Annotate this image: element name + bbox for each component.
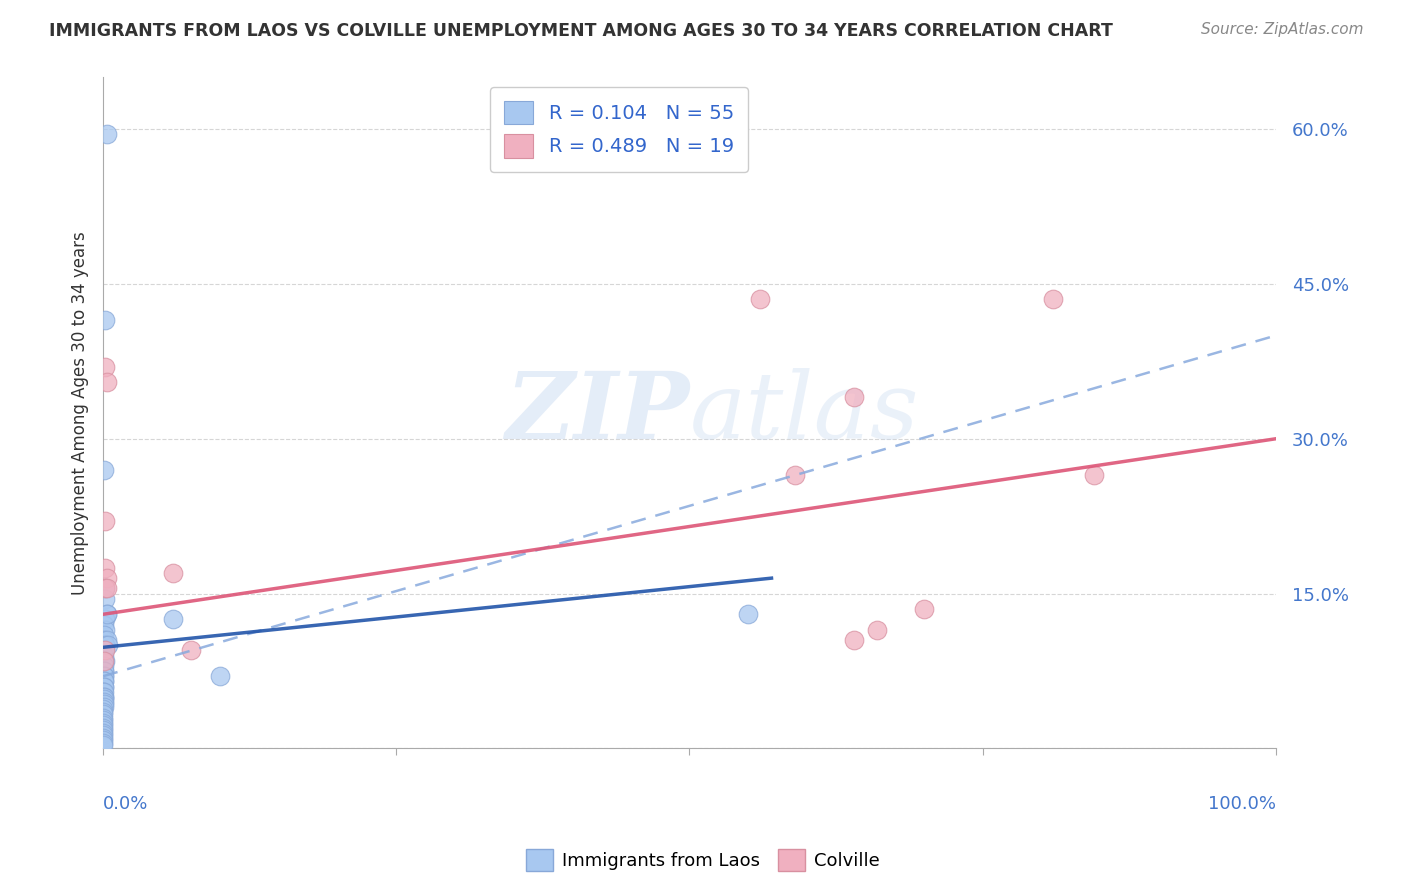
Point: [94, 612, 117, 626]
Point: [748, 293, 770, 307]
Point: [96, 633, 118, 648]
Point: [162, 566, 184, 580]
Point: [93, 659, 115, 673]
Point: [93, 628, 115, 642]
Point: [96, 375, 118, 389]
Point: [96, 582, 118, 596]
Point: [94, 561, 117, 575]
Point: [93, 664, 115, 678]
Point: [91, 710, 114, 724]
Point: [912, 602, 935, 616]
Point: [91, 717, 114, 731]
Point: [91, 706, 114, 720]
Point: [162, 612, 184, 626]
Point: [91, 723, 114, 737]
Point: [94, 514, 117, 528]
Point: [93, 669, 115, 683]
Point: [94, 582, 117, 596]
Point: [93, 684, 115, 698]
Point: [96, 607, 118, 622]
Point: [93, 463, 115, 477]
Point: [91, 702, 114, 716]
Point: [96, 607, 118, 622]
Point: [866, 623, 889, 637]
Point: [93, 654, 115, 668]
Point: [94, 359, 117, 374]
Text: 100.0%: 100.0%: [1208, 796, 1275, 814]
Point: [91, 721, 114, 735]
Point: [1042, 293, 1064, 307]
Point: [91, 728, 114, 742]
Point: [94, 638, 117, 652]
Point: [93, 654, 115, 668]
Point: [1083, 467, 1105, 482]
Point: [91, 684, 114, 698]
Point: [93, 633, 115, 648]
Point: [93, 680, 115, 694]
Point: [93, 692, 115, 706]
Point: [842, 633, 865, 648]
Text: Source: ZipAtlas.com: Source: ZipAtlas.com: [1201, 22, 1364, 37]
Point: [96, 571, 118, 585]
Point: [93, 695, 115, 709]
Point: [94, 591, 117, 606]
Point: [783, 467, 806, 482]
Legend: Immigrants from Laos, Colville: Immigrants from Laos, Colville: [519, 842, 887, 879]
Point: [94, 582, 117, 596]
Point: [94, 313, 117, 327]
Point: [93, 690, 115, 704]
Point: [209, 669, 232, 683]
Point: [94, 654, 117, 668]
Legend: R = 0.104   N = 55, R = 0.489   N = 19: R = 0.104 N = 55, R = 0.489 N = 19: [491, 87, 748, 171]
Text: ZIP: ZIP: [505, 368, 689, 458]
Y-axis label: Unemployment Among Ages 30 to 34 years: Unemployment Among Ages 30 to 34 years: [72, 231, 89, 595]
Point: [91, 726, 114, 740]
Point: [93, 664, 115, 678]
Point: [93, 690, 115, 704]
Text: atlas: atlas: [689, 368, 920, 458]
Point: [93, 669, 115, 683]
Point: [93, 617, 115, 632]
Point: [91, 733, 114, 747]
Point: [93, 700, 115, 714]
Point: [93, 680, 115, 694]
Point: [180, 643, 202, 657]
Point: [91, 707, 114, 722]
Point: [96, 127, 118, 141]
Point: [93, 697, 115, 711]
Text: 0.0%: 0.0%: [103, 796, 149, 814]
Point: [91, 739, 114, 753]
Point: [93, 643, 115, 657]
Point: [93, 648, 115, 663]
Point: [737, 607, 759, 622]
Point: [91, 736, 114, 750]
Point: [93, 674, 115, 689]
Text: IMMIGRANTS FROM LAOS VS COLVILLE UNEMPLOYMENT AMONG AGES 30 TO 34 YEARS CORRELAT: IMMIGRANTS FROM LAOS VS COLVILLE UNEMPLO…: [49, 22, 1114, 40]
Point: [93, 643, 115, 657]
Point: [91, 684, 114, 698]
Point: [842, 391, 865, 405]
Point: [94, 623, 117, 637]
Point: [91, 715, 114, 730]
Point: [91, 731, 114, 746]
Point: [94, 643, 117, 657]
Point: [91, 713, 114, 727]
Point: [93, 674, 115, 689]
Point: [97, 638, 120, 652]
